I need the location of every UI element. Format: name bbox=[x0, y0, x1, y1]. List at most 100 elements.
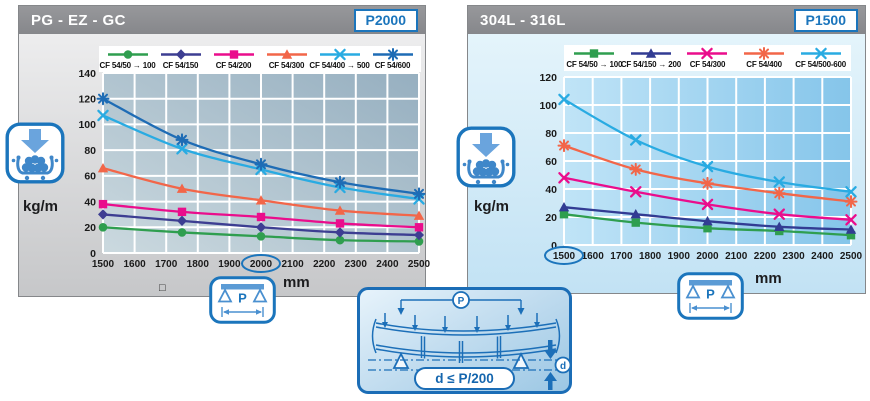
diamond-marker bbox=[98, 209, 108, 220]
series-cf-54-500-600 bbox=[558, 93, 857, 198]
legend-marker-icon bbox=[213, 50, 254, 59]
panel-body: CF 54/50 → 100 CF 54/150 CF 54/200 CF 54/30… bbox=[5, 34, 431, 324]
x-marker bbox=[558, 172, 570, 184]
load-badge: P1500 bbox=[793, 8, 858, 32]
asterisk-marker bbox=[701, 176, 714, 190]
x-tick-label: 2300 bbox=[345, 259, 368, 270]
circle-marker bbox=[414, 237, 424, 246]
deflection-letter: d bbox=[560, 361, 566, 372]
x-tick-label: 2100 bbox=[281, 259, 304, 270]
deflection-drawing: P bbox=[368, 291, 572, 390]
legend-marker-icon bbox=[160, 49, 201, 60]
asterisk-marker bbox=[772, 186, 786, 200]
square-marker bbox=[177, 207, 187, 217]
y-tick-label: 100 bbox=[78, 119, 96, 131]
legend-item-label: CF 54/300 bbox=[689, 60, 726, 69]
x-marker bbox=[773, 208, 785, 220]
span-support-icon: P bbox=[209, 276, 276, 329]
legend-marker-icon bbox=[107, 50, 148, 59]
x-tick-label: 1900 bbox=[218, 259, 241, 270]
asterisk-marker bbox=[254, 157, 268, 171]
square-marker bbox=[590, 49, 599, 58]
x-marker bbox=[701, 47, 714, 60]
x-marker bbox=[701, 198, 714, 211]
diamond-marker bbox=[414, 229, 424, 241]
series-cf-54-400 bbox=[557, 139, 858, 209]
x-tick-label: 1700 bbox=[610, 251, 633, 262]
deflection-diagram: P bbox=[357, 287, 572, 394]
x-tick-label: 1500 bbox=[553, 251, 576, 262]
x-marker bbox=[773, 176, 785, 188]
x-marker bbox=[630, 186, 642, 198]
x-tick-label: 2400 bbox=[811, 251, 834, 262]
asterisk-marker bbox=[96, 92, 110, 106]
square-marker bbox=[703, 224, 712, 233]
triangle-marker bbox=[774, 221, 785, 231]
y-tick-label: 140 bbox=[78, 68, 96, 80]
square-marker bbox=[98, 199, 108, 209]
asterisk-marker bbox=[412, 187, 426, 201]
legend-item-label: CF 54/200 bbox=[215, 61, 252, 70]
x-marker bbox=[97, 109, 109, 122]
triangle-marker bbox=[281, 49, 292, 59]
legend-marker-icon bbox=[800, 47, 841, 60]
asterisk-marker bbox=[175, 133, 189, 147]
x-marker bbox=[333, 48, 346, 61]
x-tick-label: 1800 bbox=[639, 251, 662, 262]
y-tick-label: 80 bbox=[84, 145, 96, 157]
x-tick-label: 1800 bbox=[187, 259, 210, 270]
legend-marker-icon bbox=[372, 48, 413, 61]
series-cf-54-300 bbox=[97, 162, 425, 220]
legend-item-label: CF 54/400 → 500 bbox=[309, 61, 370, 70]
x-tick-label: 1900 bbox=[668, 251, 691, 262]
legend-item: CF 54/200 bbox=[207, 48, 260, 71]
y-tick-label: 120 bbox=[78, 94, 96, 106]
x-marker bbox=[845, 186, 857, 198]
load-weight-icon bbox=[456, 126, 516, 193]
panel-header: 304L - 316L P1500 bbox=[468, 6, 865, 34]
legend-marker-icon bbox=[744, 47, 785, 60]
series-cf-54-150-200 bbox=[558, 202, 857, 234]
y-tick-labels: 0 20 40 60 80 100 120 bbox=[539, 72, 557, 252]
x-tick-label: 2500 bbox=[408, 259, 431, 270]
y-tick-labels: 0 20 40 60 80 100 120 140 bbox=[78, 68, 96, 260]
panel-pg-ez-gc: PG - EZ - GC P2000 CF 54/50 → 100 CF 54/1… bbox=[5, 5, 431, 324]
diamond-marker bbox=[177, 215, 187, 227]
legend-item: CF 54/400 bbox=[736, 47, 793, 70]
x-unit-label: mm bbox=[283, 274, 310, 291]
legend-item-label: CF 54/300 bbox=[268, 61, 305, 70]
x-marker bbox=[814, 47, 827, 60]
circle-marker bbox=[98, 222, 108, 232]
y-unit-label: kg/m bbox=[474, 198, 510, 215]
asterisk-marker bbox=[386, 48, 399, 61]
x-tick-label: 1600 bbox=[123, 259, 146, 270]
asterisk-marker bbox=[333, 175, 347, 189]
y-unit-label: kg/m bbox=[23, 198, 59, 215]
diamond-marker bbox=[175, 49, 186, 60]
panel-title: 304L - 316L bbox=[480, 11, 566, 29]
legend-marker-icon bbox=[574, 49, 615, 58]
x-tick-label: 2000 bbox=[696, 251, 719, 262]
triangle-marker bbox=[413, 210, 425, 220]
triangle-marker bbox=[255, 195, 267, 205]
chart-legend: CF 54/50 → 100 CF 54/150 → 200 CF 54/300 CF… bbox=[564, 45, 851, 71]
x-tick-labels: 1500 1600 1700 1800 1900 2000 2100 2200 2300 2400… bbox=[553, 251, 863, 262]
y-tick-label: 40 bbox=[545, 184, 557, 196]
x-marker bbox=[176, 143, 188, 155]
asterisk-marker bbox=[844, 195, 858, 209]
legend-item: CF 54/150 → 200 bbox=[621, 47, 681, 70]
x-tick-labels: 1500 1600 1700 1800 1900 2000 2100 2200 2300 2400… bbox=[92, 259, 431, 270]
load-weight-icon bbox=[5, 122, 65, 189]
x-tick-label: 2000 bbox=[250, 259, 273, 270]
x-tick-label: 1600 bbox=[582, 251, 605, 262]
legend-item-label: CF 54/500-600 bbox=[795, 60, 847, 69]
panel-header: PG - EZ - GC P2000 bbox=[19, 6, 425, 34]
triangle-marker bbox=[630, 209, 641, 219]
x-tick-label: 2500 bbox=[840, 251, 863, 262]
x-marker bbox=[630, 134, 642, 146]
legend-item: CF 54/300 bbox=[260, 48, 313, 71]
legend-item: CF 54/400 → 500 bbox=[309, 48, 370, 71]
circled-tick bbox=[241, 254, 281, 273]
panel-304l-316l: 304L - 316L P1500 CF 54/50 → 100 CF 54/15… bbox=[456, 5, 866, 320]
